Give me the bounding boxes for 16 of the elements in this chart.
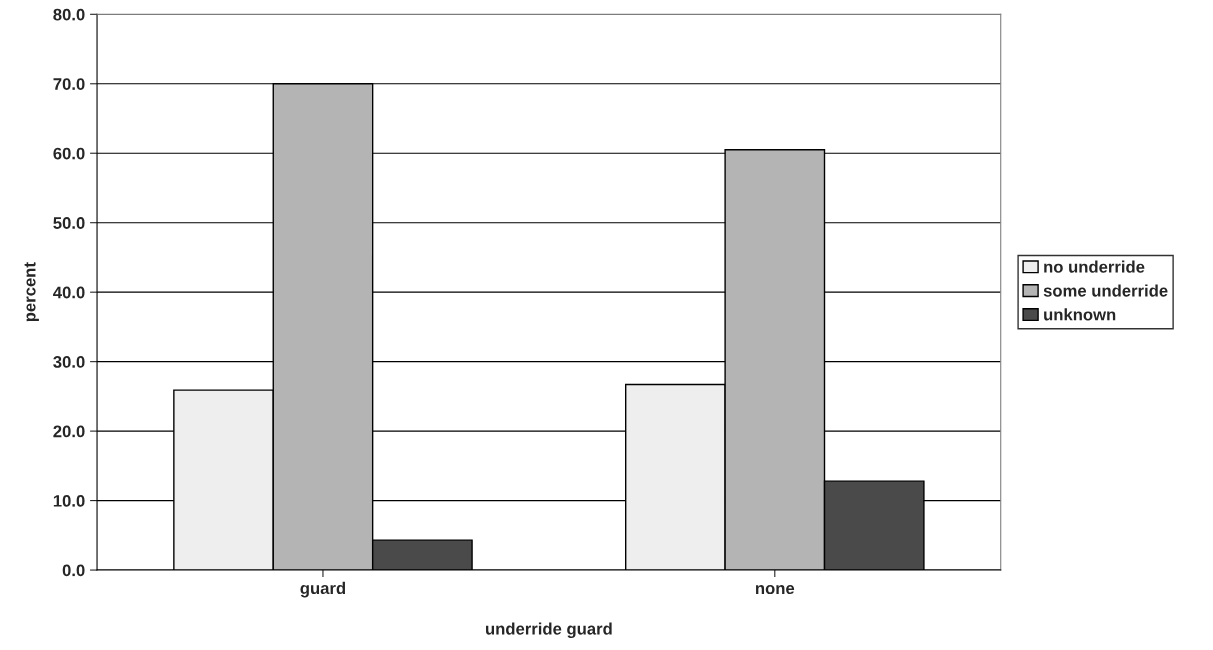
legend-label: unknown: [1044, 308, 1116, 321]
y-tick-label: 80.0: [53, 8, 85, 21]
y-tick-label: 50.0: [53, 217, 85, 229]
y-tick-label: 0.0: [62, 564, 85, 577]
y-tick-label: 60.0: [53, 147, 85, 160]
legend-label: no underride: [1044, 260, 1145, 273]
x-axis-title: underride guard: [486, 622, 612, 639]
y-axis-title: percent: [24, 262, 39, 322]
x-tick-label: guard: [300, 581, 346, 598]
y-tick-label: 40.0: [53, 286, 85, 299]
x-tick-label: none: [756, 584, 795, 595]
y-tick-label: 70.0: [53, 78, 85, 90]
y-tick-label: 20.0: [53, 425, 85, 438]
y-tick-label: 30.0: [53, 356, 85, 368]
legend-label: some underride: [1043, 284, 1168, 297]
y-tick-label: 10.0: [53, 494, 85, 507]
